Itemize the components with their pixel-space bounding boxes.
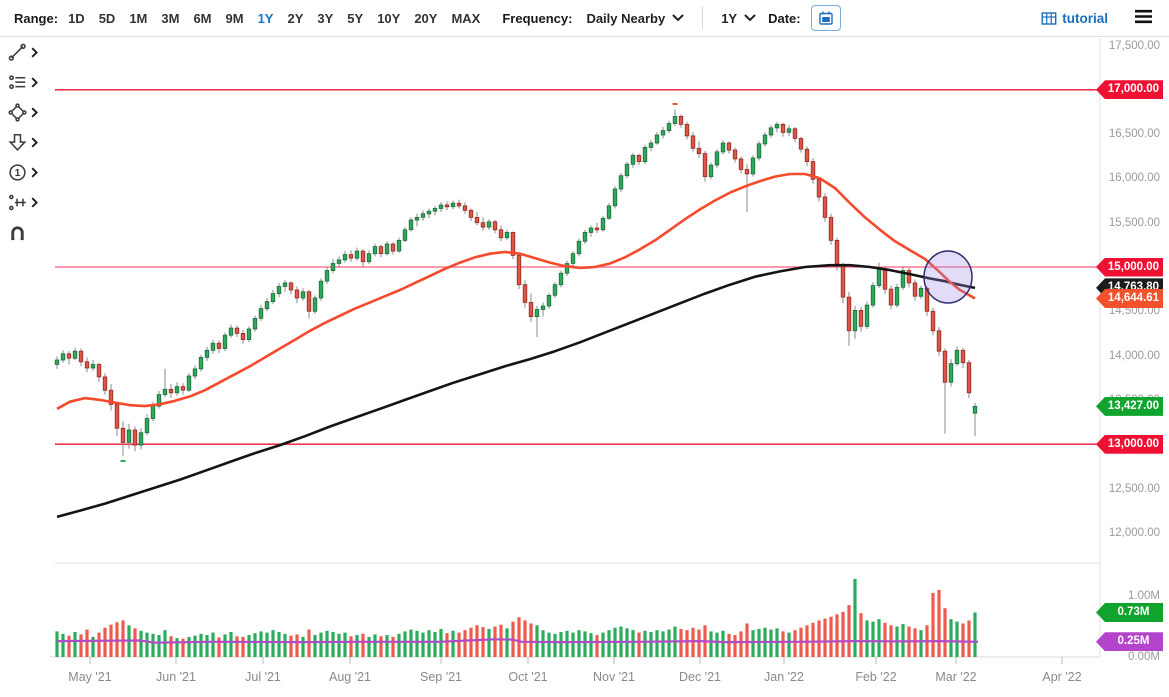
magnet-tool-icon xyxy=(11,225,24,240)
x-axis-label: Oct '21 xyxy=(508,670,548,684)
frequency-label: Frequency: xyxy=(502,10,573,26)
shapes-tool-icon xyxy=(8,102,27,122)
y-axis-label: 17,500.00 xyxy=(1108,39,1160,52)
arrow-tool[interactable] xyxy=(0,127,50,157)
annotation-number-tool-icon: 1 xyxy=(9,163,26,181)
y-axis-label: 12,000.00 xyxy=(1108,526,1160,539)
arrow-tool-icon xyxy=(8,133,27,151)
price-badge: 17,000.00 xyxy=(1096,80,1163,100)
volume-axis-label: 0.00M xyxy=(1128,651,1160,663)
x-axis-label: Aug '21 xyxy=(328,670,371,684)
drawing-tools-sidebar: 1 xyxy=(0,37,50,697)
x-axis-label: May '21 xyxy=(68,670,112,684)
trendline-tool[interactable] xyxy=(0,37,50,67)
range-option-1y[interactable]: 1Y xyxy=(257,10,274,26)
svg-text:1: 1 xyxy=(15,167,21,178)
range-option-5y[interactable]: 5Y xyxy=(347,10,364,26)
annotation-number-tool[interactable]: 1 xyxy=(0,157,50,187)
x-axis-label: Dec '21 xyxy=(679,670,721,684)
volume-badge: 0.25M xyxy=(1096,632,1163,652)
fibonacci-tool[interactable] xyxy=(0,67,50,97)
price-badge: 13,000.00 xyxy=(1096,434,1163,454)
ma-fast-line xyxy=(56,172,976,410)
average-volume-line xyxy=(56,638,979,644)
y-axis-label: 16,500.00 xyxy=(1108,128,1160,141)
y-axis-label: 15,500.00 xyxy=(1108,216,1160,229)
candles-layer xyxy=(54,109,978,456)
volume-axis-label: 1.00M xyxy=(1128,590,1160,602)
trendline-tool-icon xyxy=(8,43,26,61)
measure-tool-icon xyxy=(9,194,26,210)
chevron-down-icon xyxy=(672,14,684,22)
range-option-3m[interactable]: 3M xyxy=(161,10,180,26)
x-axis-label: Jan '22 xyxy=(764,670,804,684)
calendar-button[interactable] xyxy=(810,5,841,31)
tutorial-button[interactable]: tutorial xyxy=(1035,10,1114,27)
measure-tool[interactable] xyxy=(0,187,50,217)
shapes-tool[interactable] xyxy=(0,97,50,127)
calendar-icon xyxy=(818,11,833,25)
menu-button[interactable] xyxy=(1132,7,1155,29)
volume-badge: 0.73M xyxy=(1096,602,1163,622)
x-axis-label: Feb '22 xyxy=(855,670,897,684)
submenu-chevron-icon xyxy=(31,197,38,207)
volume-layer xyxy=(55,578,977,657)
x-axis-label: Apr '22 xyxy=(1042,670,1082,684)
x-axis-label: Jul '21 xyxy=(245,670,281,684)
range-option-3y[interactable]: 3Y xyxy=(317,10,334,26)
range-option-2y[interactable]: 2Y xyxy=(287,10,304,26)
low-marker xyxy=(120,460,126,463)
tutorial-grid-icon xyxy=(1041,11,1057,25)
range-label: Range: xyxy=(14,10,59,26)
range-option-1m[interactable]: 1M xyxy=(129,10,148,26)
x-axis-label: Jun '21 xyxy=(156,670,196,684)
ma-slow-line xyxy=(56,263,976,519)
range-option-10y[interactable]: 10Y xyxy=(377,10,401,26)
period-dropdown[interactable]: 1Y xyxy=(717,9,760,28)
x-axis-label: Sep '21 xyxy=(419,670,462,684)
range-option-20y[interactable]: 20Y xyxy=(414,10,438,26)
range-option-5d[interactable]: 5D xyxy=(98,10,116,26)
submenu-chevron-icon xyxy=(31,167,38,177)
magnet-tool[interactable] xyxy=(0,217,50,247)
high-marker xyxy=(672,102,678,105)
submenu-chevron-icon xyxy=(31,47,38,57)
chart-toolbar: Range: 1D 5D 1M 3M 6M 9M 1Y 2Y 3Y 5Y 10Y 20Y MAX Fre… xyxy=(0,0,1169,37)
x-axis-label: Nov '21 xyxy=(593,670,635,684)
y-axis-label: 14,000.00 xyxy=(1108,349,1160,362)
y-axis-label: 16,000.00 xyxy=(1108,172,1160,185)
toolbar-divider xyxy=(702,7,704,29)
submenu-chevron-icon xyxy=(31,137,38,147)
annotation-ellipse xyxy=(923,250,973,304)
submenu-chevron-icon xyxy=(31,107,38,117)
frequency-value: Daily Nearby xyxy=(586,10,666,26)
range-selector: 1D 5D 1M 3M 6M 9M 1Y 2Y 3Y 5Y 10Y 20Y MAX xyxy=(68,11,480,26)
y-axis-label: 14,500.00 xyxy=(1108,305,1160,318)
frequency-dropdown[interactable]: Daily Nearby xyxy=(582,9,688,28)
period-value: 1Y xyxy=(721,10,738,26)
x-axis-label: Mar '22 xyxy=(935,670,977,684)
hamburger-menu-icon xyxy=(1135,9,1152,24)
price-badge: 15,000.00 xyxy=(1096,257,1163,277)
range-option-max[interactable]: MAX xyxy=(451,10,481,26)
range-option-9m[interactable]: 9M xyxy=(225,10,244,26)
price-badge: 13,427.00 xyxy=(1096,396,1163,416)
tutorial-label: tutorial xyxy=(1062,10,1108,26)
range-option-6m[interactable]: 6M xyxy=(193,10,212,26)
price-badge: 14,644.61 xyxy=(1096,288,1163,308)
range-option-1d[interactable]: 1D xyxy=(68,10,85,26)
y-axis-label: 12,500.00 xyxy=(1108,482,1160,495)
submenu-chevron-icon xyxy=(31,77,38,87)
date-label: Date: xyxy=(768,10,801,26)
chevron-down-icon xyxy=(744,14,756,22)
fibonacci-tool-icon xyxy=(9,74,26,89)
